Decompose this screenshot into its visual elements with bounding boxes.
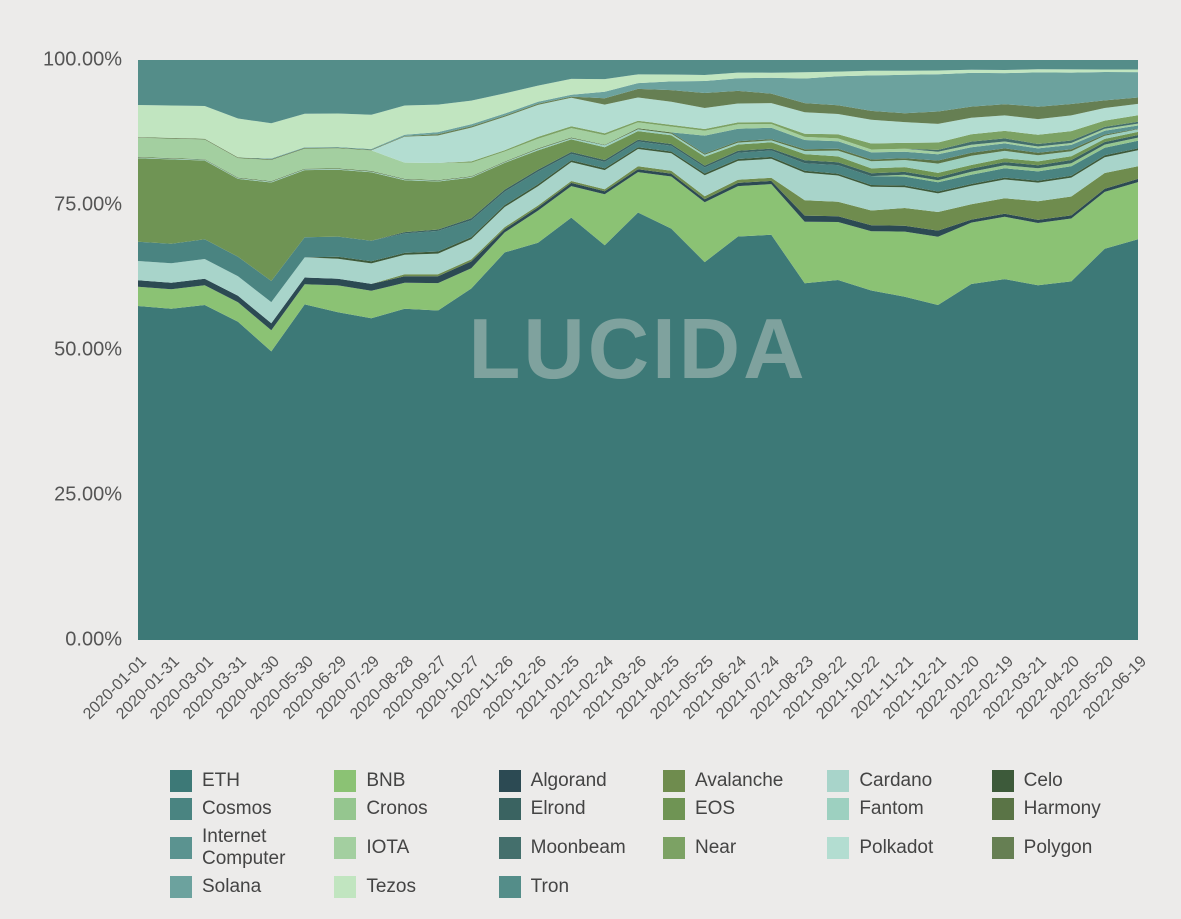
legend-label: Near	[695, 837, 736, 859]
legend-item-celo: Celo	[992, 770, 1150, 792]
legend-label: Internet Computer	[202, 826, 328, 870]
legend-item-moonbeam: Moonbeam	[499, 826, 657, 870]
legend-swatch	[992, 770, 1014, 792]
legend-swatch	[827, 798, 849, 820]
y-tick-label: 25.00%	[54, 484, 122, 507]
legend-item-eos: EOS	[663, 798, 821, 820]
legend-swatch	[827, 770, 849, 792]
legend-item-harmony: Harmony	[992, 798, 1150, 820]
legend-swatch	[663, 837, 685, 859]
legend-swatch	[499, 770, 521, 792]
legend-label: Celo	[1024, 770, 1063, 792]
legend-label: Algorand	[531, 770, 607, 792]
legend-label: Tron	[531, 876, 569, 898]
legend-label: Fantom	[859, 798, 923, 820]
y-tick-label: 100.00%	[43, 49, 122, 72]
legend-item-polygon: Polygon	[992, 826, 1150, 870]
legend: ETH BNB Algorand Avalanche Cardano Celo Cosmos…	[170, 770, 1150, 898]
legend-label: Avalanche	[695, 770, 783, 792]
legend-swatch	[992, 798, 1014, 820]
legend-item-cardano: Cardano	[827, 770, 985, 792]
y-tick-label: 0.00%	[65, 629, 122, 652]
legend-swatch	[334, 876, 356, 898]
legend-swatch	[499, 876, 521, 898]
legend-swatch	[663, 770, 685, 792]
legend-label: Cosmos	[202, 798, 272, 820]
legend-label: EOS	[695, 798, 735, 820]
legend-swatch	[334, 770, 356, 792]
legend-swatch	[499, 798, 521, 820]
legend-swatch	[170, 837, 192, 859]
legend-label: Cardano	[859, 770, 932, 792]
legend-item-internet-computer: Internet Computer	[170, 826, 328, 870]
legend-label: Harmony	[1024, 798, 1101, 820]
legend-swatch	[170, 876, 192, 898]
legend-item-tezos: Tezos	[334, 876, 492, 898]
y-tick-label: 75.00%	[54, 194, 122, 217]
legend-item-near: Near	[663, 826, 821, 870]
legend-swatch	[992, 837, 1014, 859]
y-axis: 0.00%25.00%50.00%75.00%100.00%	[0, 60, 130, 640]
legend-swatch	[334, 798, 356, 820]
chart-container: 0.00% 25.00% 50.00% 75.00% 100.00% LUCIDA 20…	[0, 0, 1181, 919]
legend-swatch	[663, 798, 685, 820]
legend-label: Polkadot	[859, 837, 933, 859]
legend-item-tron: Tron	[499, 876, 657, 898]
x-axis: 2020-01-012020-01-312020-03-012020-03-31…	[138, 645, 1138, 755]
legend-item-bnb: BNB	[334, 770, 492, 792]
legend-label: Moonbeam	[531, 837, 626, 859]
legend-label: BNB	[366, 770, 405, 792]
legend-swatch	[334, 837, 356, 859]
legend-swatch	[827, 837, 849, 859]
legend-label: ETH	[202, 770, 240, 792]
legend-label: Elrond	[531, 798, 586, 820]
legend-label: Tezos	[366, 876, 416, 898]
legend-item-fantom: Fantom	[827, 798, 985, 820]
legend-item-iota: IOTA	[334, 826, 492, 870]
legend-label: Polygon	[1024, 837, 1093, 859]
legend-item-algorand: Algorand	[499, 770, 657, 792]
legend-label: Cronos	[366, 798, 427, 820]
legend-label: Solana	[202, 876, 261, 898]
legend-item-avalanche: Avalanche	[663, 770, 821, 792]
legend-item-cosmos: Cosmos	[170, 798, 328, 820]
legend-swatch	[170, 798, 192, 820]
y-tick-label: 50.00%	[54, 339, 122, 362]
legend-item-polkadot: Polkadot	[827, 826, 985, 870]
legend-item-eth: ETH	[170, 770, 328, 792]
legend-item-solana: Solana	[170, 876, 328, 898]
legend-label: IOTA	[366, 837, 409, 859]
plot-area: LUCIDA	[138, 60, 1138, 640]
legend-item-elrond: Elrond	[499, 798, 657, 820]
legend-swatch	[170, 770, 192, 792]
legend-item-cronos: Cronos	[334, 798, 492, 820]
legend-swatch	[499, 837, 521, 859]
